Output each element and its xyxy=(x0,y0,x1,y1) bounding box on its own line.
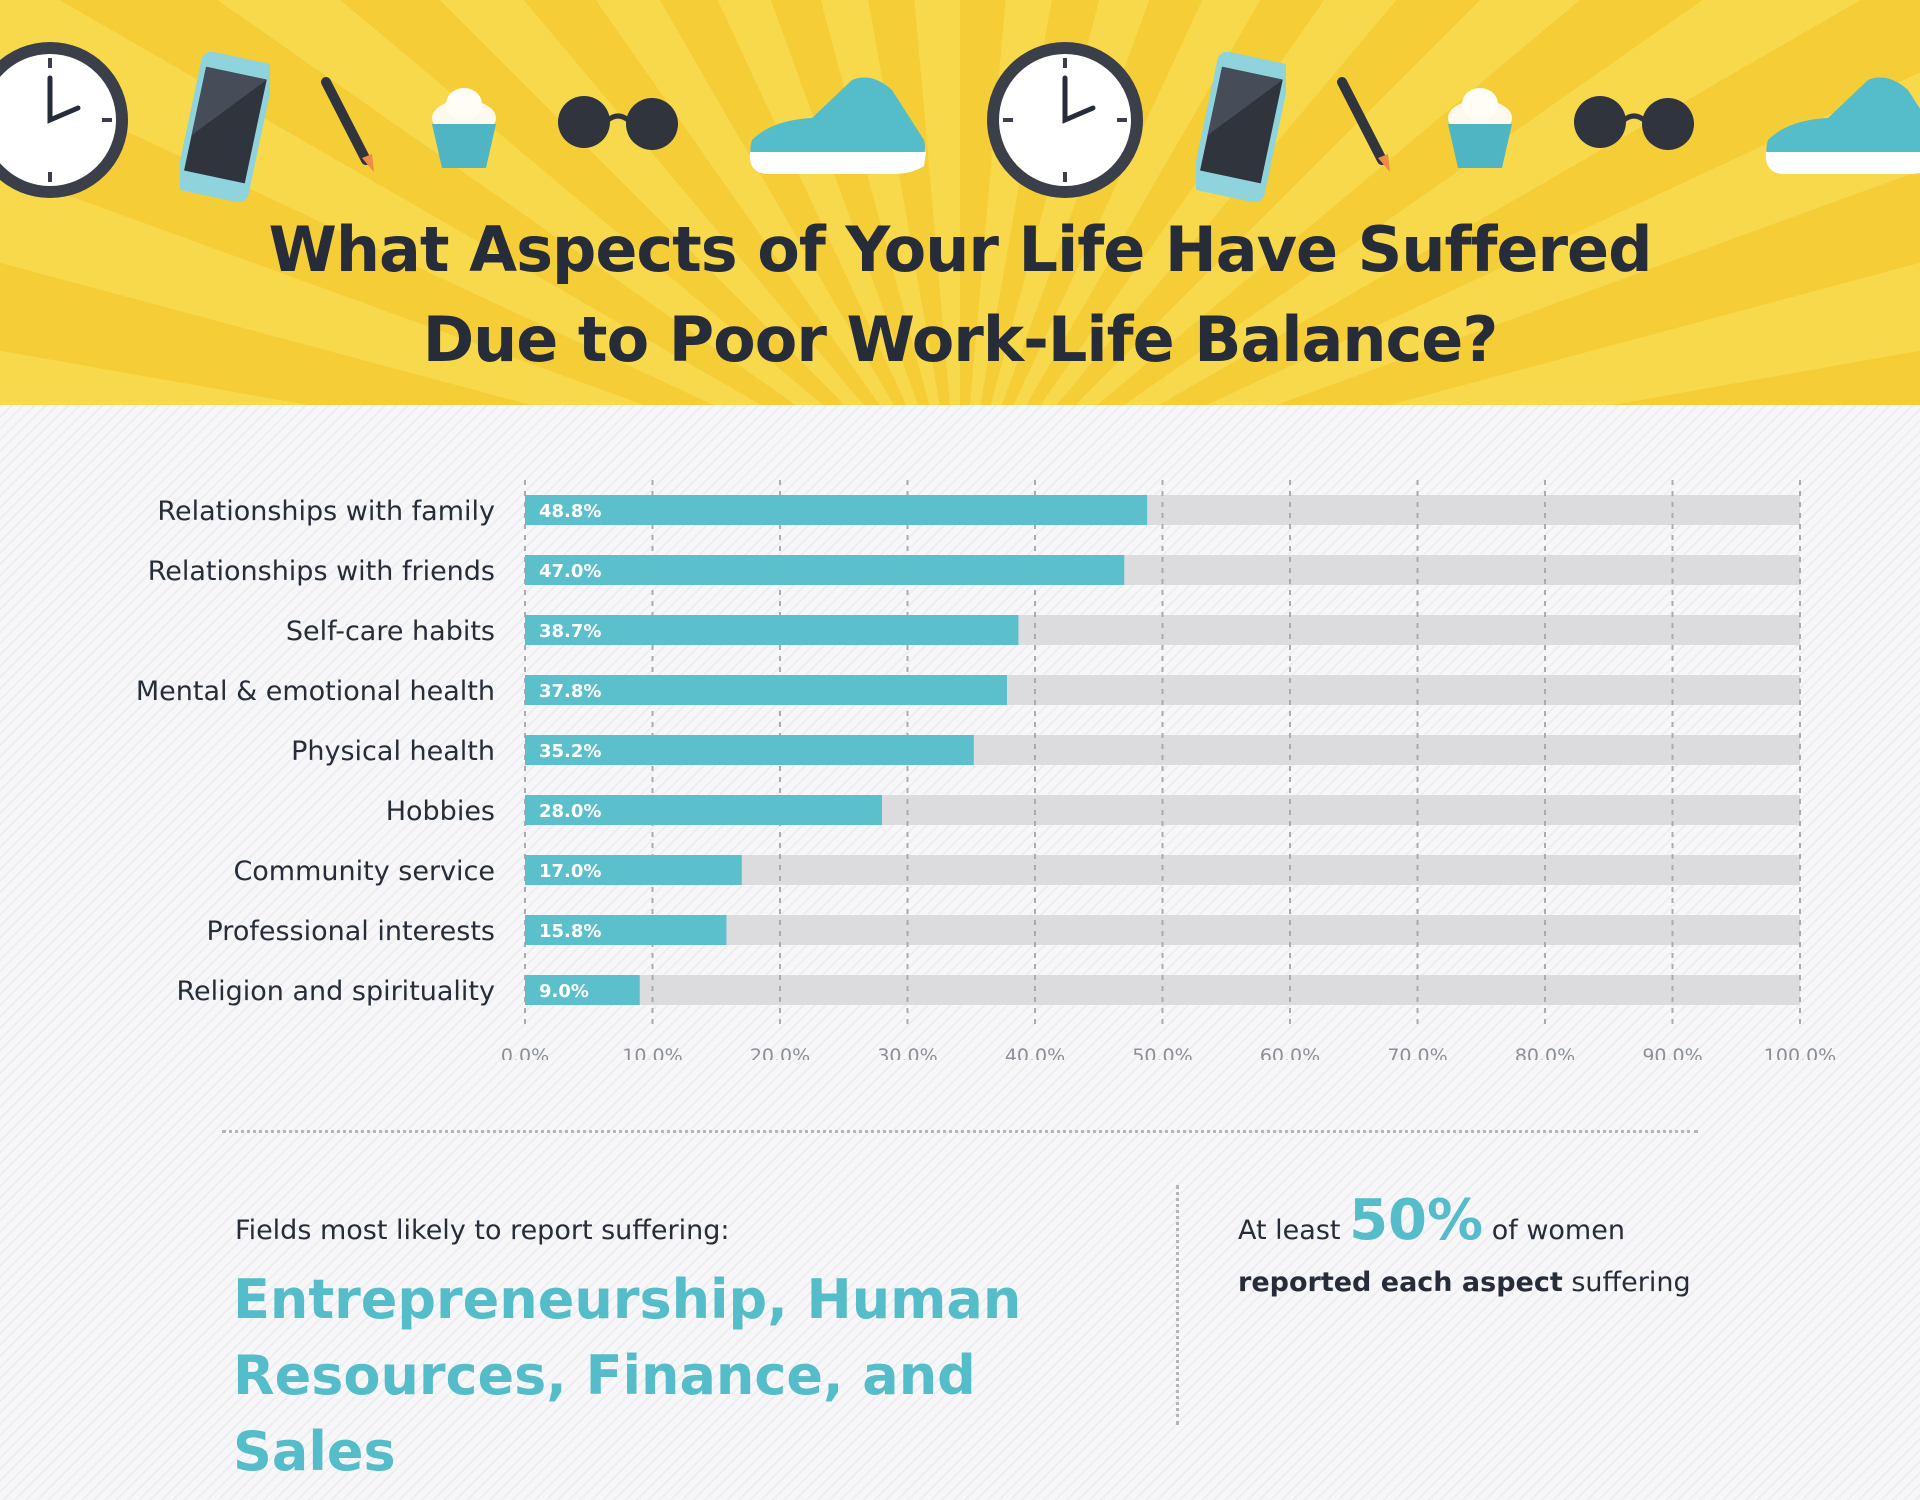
stat-callout: At least 50% of women reported each aspe… xyxy=(1238,1193,1698,1309)
bar xyxy=(525,975,640,1005)
fields-line-1: Entrepreneurship, Human xyxy=(233,1268,1022,1331)
category-label: Hobbies xyxy=(386,796,495,827)
bar xyxy=(525,855,742,885)
category-label: Relationships with friends xyxy=(148,556,495,587)
bar xyxy=(525,495,1148,525)
pen-icon xyxy=(321,77,374,172)
bar-value-label: 35.2% xyxy=(539,741,601,762)
bar xyxy=(525,615,1019,645)
category-label: Self-care habits xyxy=(286,616,495,647)
x-tick-label: 60.0% xyxy=(1260,1045,1320,1060)
bar-value-label: 17.0% xyxy=(539,861,601,882)
stat-line2-bold: reported each aspect xyxy=(1238,1267,1563,1298)
bar-value-label: 38.7% xyxy=(539,621,601,642)
category-label: Mental & emotional health xyxy=(136,676,495,707)
x-tick-label: 50.0% xyxy=(1132,1045,1192,1060)
clock-icon xyxy=(0,42,128,198)
x-tick-label: 20.0% xyxy=(750,1045,810,1060)
bar xyxy=(525,915,727,945)
stat-pre: At least xyxy=(1238,1215,1341,1246)
bar-chart: 0.0% 10.0% 20.0% 30.0% 40.0% 50.0% 60.0% 70.0% 8… xyxy=(136,480,1836,1060)
bar-value-label: 28.0% xyxy=(539,801,601,822)
vertical-divider xyxy=(1176,1185,1179,1425)
header-banner: What Aspects of Your Life Have Suffered … xyxy=(0,0,1920,405)
x-tick-label: 10.0% xyxy=(622,1045,682,1060)
category-label: Community service xyxy=(233,856,495,887)
sneaker-icon xyxy=(1765,77,1920,174)
category-label: Physical health xyxy=(291,736,495,767)
x-tick-label: 40.0% xyxy=(1005,1045,1065,1060)
x-tick-label: 80.0% xyxy=(1515,1045,1575,1060)
bar-value-label: 48.8% xyxy=(539,501,601,522)
stat-percentage: 50% xyxy=(1349,1188,1484,1253)
x-tick-label: 90.0% xyxy=(1642,1045,1702,1060)
fields-intro-text: Fields most likely to report suffering: xyxy=(235,1215,730,1246)
category-label: Religion and spirituality xyxy=(176,976,495,1007)
category-label: Relationships with family xyxy=(157,496,495,527)
fields-line-2: Resources, Finance, and Sales xyxy=(233,1344,976,1483)
clock-icon xyxy=(987,42,1143,198)
smartphone-icon xyxy=(1196,52,1286,202)
x-tick-label: 100.0% xyxy=(1764,1045,1836,1060)
category-label: Professional interests xyxy=(207,916,496,947)
x-tick-label: 70.0% xyxy=(1387,1045,1447,1060)
pen-icon xyxy=(1337,77,1390,172)
sneaker-icon xyxy=(749,77,926,174)
sunglasses-icon xyxy=(558,96,678,150)
bar xyxy=(525,675,1007,705)
x-tick-label: 30.0% xyxy=(877,1045,937,1060)
bar xyxy=(525,795,882,825)
bar xyxy=(525,735,974,765)
chart-title: What Aspects of Your Life Have Suffered … xyxy=(0,205,1920,385)
section-divider xyxy=(222,1130,1698,1133)
bar-value-label: 15.8% xyxy=(539,921,601,942)
fields-list-text: Entrepreneurship, Human Resources, Finan… xyxy=(233,1262,1133,1490)
bar xyxy=(525,555,1125,585)
bar-value-label: 37.8% xyxy=(539,681,601,702)
sunglasses-icon xyxy=(1574,96,1694,150)
cupcake-icon xyxy=(432,88,496,168)
chart-title-line1: What Aspects of Your Life Have Suffered xyxy=(268,213,1653,286)
bar-value-label: 9.0% xyxy=(539,981,589,1002)
cupcake-icon xyxy=(1448,88,1512,168)
smartphone-icon xyxy=(180,52,270,202)
stat-post: of women xyxy=(1491,1215,1625,1246)
x-tick-label: 0.0% xyxy=(501,1045,549,1060)
stat-line2-rest: suffering xyxy=(1571,1267,1691,1298)
chart-title-line2: Due to Poor Work-Life Balance? xyxy=(422,303,1499,376)
bar-value-label: 47.0% xyxy=(539,561,601,582)
